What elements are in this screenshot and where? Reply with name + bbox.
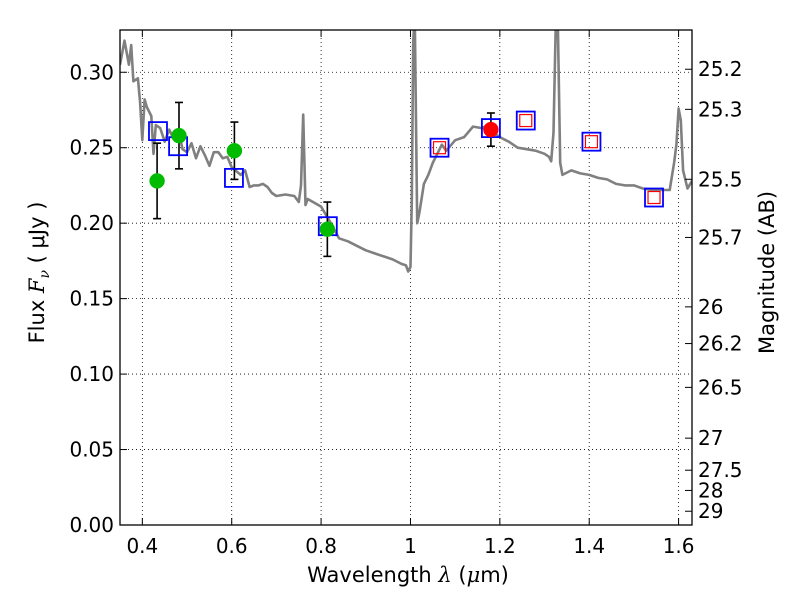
y-tick-label: 0.00 [69,513,114,537]
y-tick-label: 0.15 [69,287,114,311]
mag-tick-label: 27 [698,426,723,450]
y-tick-label: 0.30 [69,60,114,84]
mag-tick-label: 29 [698,499,723,523]
mag-tick-label: 25.7 [698,225,743,249]
mag-tick-label: 26.5 [698,375,743,399]
observed-optical-point [319,221,336,237]
plot-area [120,30,692,273]
y-tick-label: 0.05 [69,438,114,462]
model-photometry-square [644,187,664,208]
x-tick-label: 0.6 [216,534,248,558]
mag-tick-label: 28 [698,478,723,502]
mag-tick-label: 25.5 [698,167,743,191]
observed-nir-point [483,121,499,138]
mag-tick-label: 26.2 [698,332,743,356]
observed-nir-square [519,113,533,128]
observed-optical-point [149,173,165,189]
model-sed-line [120,30,692,273]
y-tick-label: 0.20 [69,211,114,235]
mag-tick-label: 25.2 [698,57,743,81]
model-photometry-square [224,167,244,188]
plot-frame [119,29,693,526]
x-tick-label: 1 [404,534,417,558]
y-tick-label: 0.10 [69,362,114,386]
axis-ticks: 0.4 0.6 0.8 1 1.2 1.4 1.6 0.00 0.05 0.10 0.15 0.20 0… [69,30,743,558]
x-axis-label: Wavelength λ (μm) [307,563,509,587]
grid-lines [120,30,692,526]
model-photometry-square [581,131,602,152]
model-photometry-square [429,137,450,158]
model-photometry-square [148,121,168,142]
x-tick-label: 0.4 [126,534,158,558]
x-tick-label: 1.4 [573,534,605,558]
right-axis-label: Magnitude (AB) [755,191,779,354]
model-photometry-square [515,110,536,131]
y-tick-label: 0.25 [69,136,114,160]
observed-optical-point [171,127,187,144]
mag-tick-label: 25.3 [698,97,743,121]
x-tick-label: 0.8 [305,534,337,558]
observed-optical-point [226,142,243,159]
x-tick-label: 1.2 [484,534,516,558]
observed-nir-square [584,135,599,149]
mag-tick-label: 26 [698,295,723,319]
observed-nir-square [432,141,447,155]
mag-tick-label: 27.5 [698,458,743,482]
observed-nir-square [647,190,661,205]
x-tick-label: 1.6 [663,534,695,558]
y-axis-label: Flux Fν ( μJy ) [25,202,53,344]
